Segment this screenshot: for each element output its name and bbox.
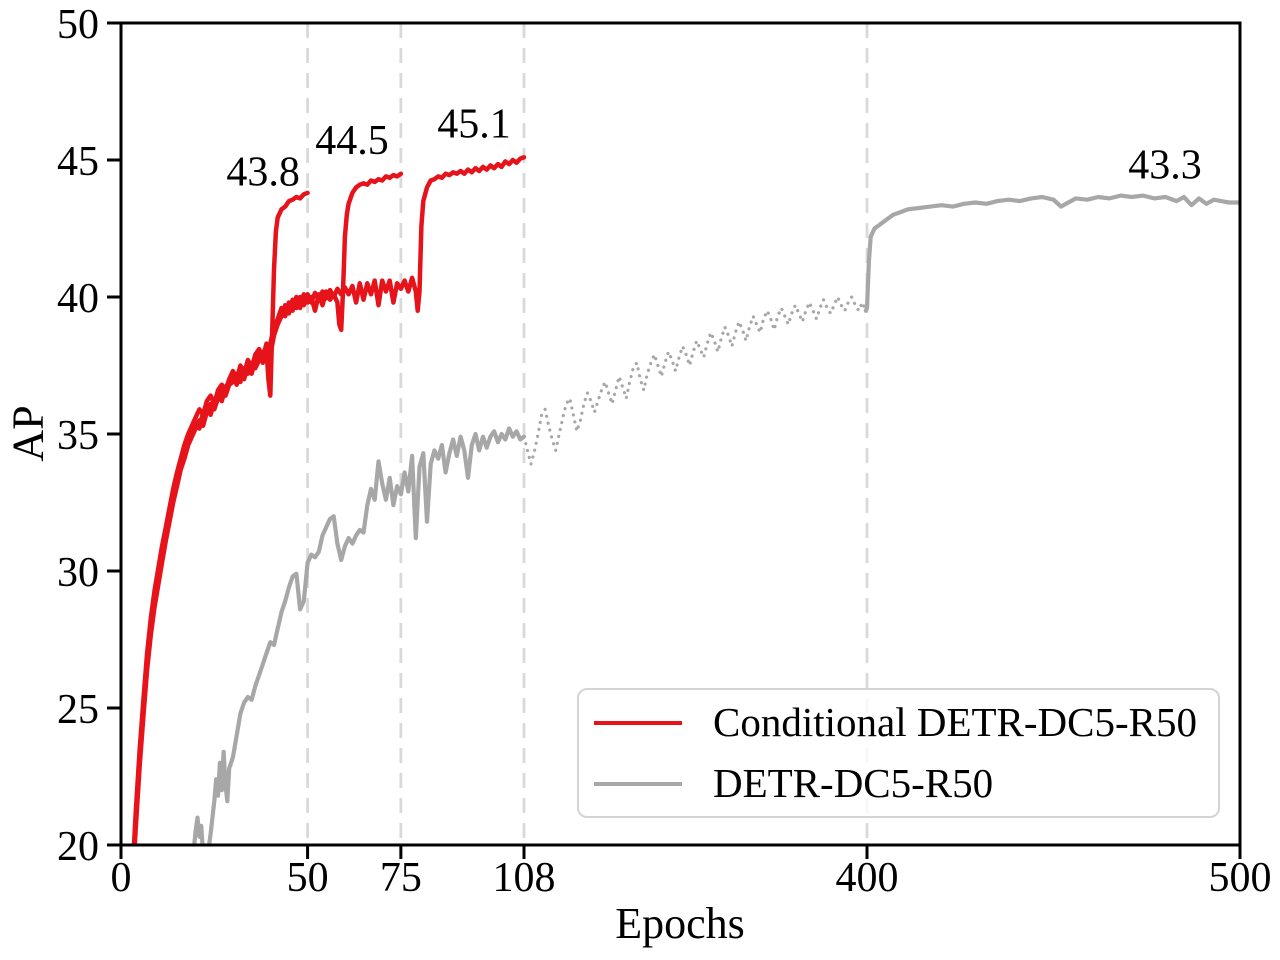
legend-label-conditional-detr: Conditional DETR-DC5-R50 xyxy=(713,699,1198,745)
x-tick-label-0: 0 xyxy=(111,855,132,901)
y-tick-label-20: 20 xyxy=(57,824,99,870)
x-tick-label-108: 108 xyxy=(493,855,556,901)
y-tick-label-35: 35 xyxy=(57,413,99,459)
annotation-45.1: 45.1 xyxy=(437,101,511,147)
x-tick-label-500: 500 xyxy=(1209,855,1272,901)
x-axis-title: Epochs xyxy=(615,899,745,948)
y-tick-label-30: 30 xyxy=(57,550,99,596)
x-tick-label-400: 400 xyxy=(836,855,899,901)
series-detr-500ep-dotted xyxy=(522,295,868,466)
y-tick-label-40: 40 xyxy=(57,276,99,322)
annotation-43.8: 43.8 xyxy=(226,149,300,195)
legend-line-sample-red xyxy=(594,720,682,725)
annotation-43.3: 43.3 xyxy=(1128,142,1202,188)
y-tick-label-25: 25 xyxy=(57,687,99,733)
legend-label-detr: DETR-DC5-R50 xyxy=(713,760,994,806)
legend-item-detr: DETR-DC5-R50 xyxy=(579,763,1218,804)
annotations: 43.8 44.5 45.1 43.3 xyxy=(226,101,1201,195)
y-tick-label-50: 50 xyxy=(57,2,99,48)
x-tick-label-50: 50 xyxy=(287,855,329,901)
axis-ticks: 0 50 75 108 400 500 20 25 30 35 40 45 50 xyxy=(57,2,1272,901)
y-tick-label-45: 45 xyxy=(57,139,99,185)
series-group xyxy=(131,155,1240,845)
annotation-44.5: 44.5 xyxy=(315,118,389,164)
y-axis-title: AP xyxy=(3,405,53,462)
series-detr-500ep-first xyxy=(192,426,527,845)
x-tick-label-75: 75 xyxy=(380,855,422,901)
series-conditional-detr-108ep xyxy=(131,155,527,845)
legend: Conditional DETR-DC5-R50 DETR-DC5-R50 xyxy=(577,688,1220,818)
series-detr-500ep-final xyxy=(863,193,1240,313)
legend-item-conditional-detr: Conditional DETR-DC5-R50 xyxy=(579,702,1218,743)
legend-line-sample-gray xyxy=(594,781,682,786)
